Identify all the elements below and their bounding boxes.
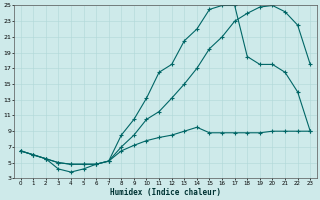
X-axis label: Humidex (Indice chaleur): Humidex (Indice chaleur) — [110, 188, 221, 197]
